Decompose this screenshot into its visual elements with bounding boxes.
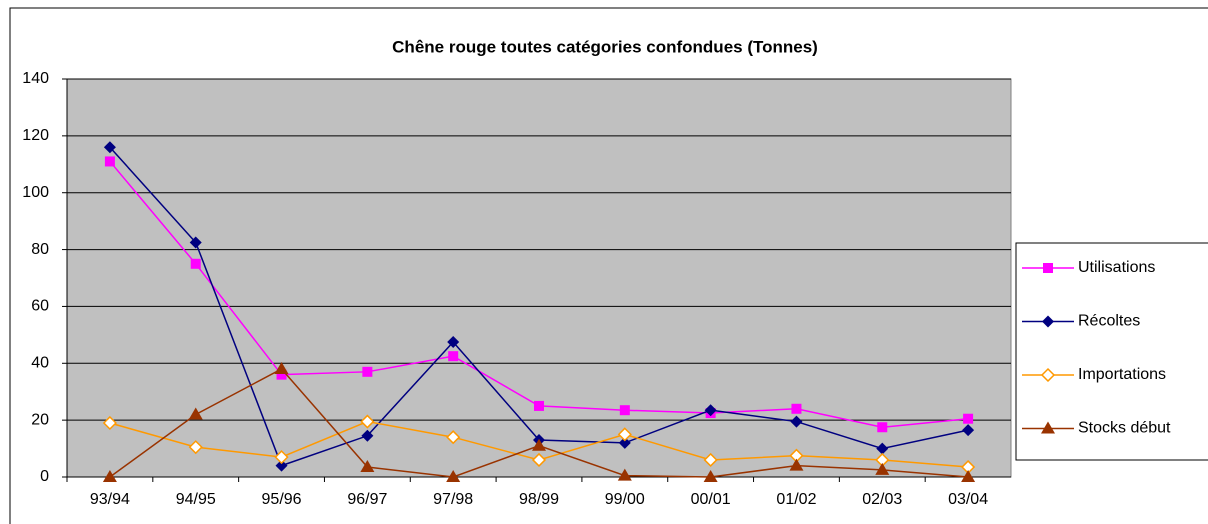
marker	[188, 440, 203, 455]
y-tick-label: 40	[31, 355, 49, 372]
x-tick-label: 99/00	[605, 491, 645, 508]
x-tick-label: 03/04	[948, 491, 988, 508]
marker	[532, 438, 546, 451]
x-tick-label: 98/99	[519, 491, 559, 508]
marker	[104, 156, 115, 167]
y-tick-label: 0	[40, 468, 49, 485]
y-tick-label: 100	[22, 184, 49, 201]
marker	[789, 458, 804, 471]
marker	[276, 369, 287, 380]
marker	[362, 366, 373, 377]
marker	[274, 450, 289, 465]
x-tick-label: 01/02	[776, 491, 816, 508]
marker	[534, 400, 544, 411]
marker	[188, 407, 203, 420]
marker	[360, 460, 375, 473]
x-tick-label: 97/98	[433, 491, 473, 508]
marker	[619, 405, 630, 416]
marker	[963, 413, 974, 424]
marker	[791, 403, 802, 414]
marker	[446, 430, 461, 445]
chart-title: Chêne rouge toutes catégories confondues…	[392, 37, 818, 56]
y-tick-label: 80	[31, 241, 49, 258]
marker	[617, 468, 632, 481]
marker	[877, 422, 888, 433]
x-tick-label: 93/94	[90, 491, 130, 508]
marker	[876, 442, 889, 455]
marker	[1040, 367, 1056, 383]
marker	[1041, 421, 1055, 434]
y-tick-label: 120	[22, 127, 49, 144]
marker	[703, 470, 718, 482]
y-tick-label: 60	[31, 298, 49, 315]
x-tick-label: 94/95	[176, 491, 216, 508]
x-tick-label: 02/03	[862, 491, 902, 508]
y-tick-label: 140	[22, 70, 49, 87]
x-tick-label: 96/97	[347, 491, 387, 508]
legend-label: Importations	[1078, 366, 1166, 383]
marker	[962, 424, 975, 437]
marker	[360, 414, 375, 429]
marker	[790, 415, 803, 428]
marker	[102, 415, 117, 431]
marker	[618, 436, 631, 449]
marker	[617, 427, 632, 442]
marker	[531, 452, 547, 468]
marker	[961, 470, 976, 482]
marker	[446, 470, 461, 482]
marker	[447, 335, 460, 348]
marker	[1042, 315, 1054, 328]
marker	[190, 258, 201, 269]
marker	[361, 429, 374, 442]
legend-label: Utilisations	[1078, 259, 1155, 276]
marker	[704, 404, 717, 417]
marker	[102, 470, 117, 482]
marker	[1043, 263, 1053, 273]
marker	[189, 236, 202, 249]
marker	[103, 141, 116, 154]
marker	[274, 361, 289, 374]
legend-label: Stocks début	[1078, 420, 1171, 437]
y-tick-label: 20	[31, 411, 49, 428]
x-tick-label: 00/01	[691, 491, 731, 508]
marker	[703, 452, 718, 468]
marker	[448, 351, 459, 362]
x-tick-label: 95/96	[262, 491, 302, 508]
marker	[875, 462, 890, 475]
marker	[275, 459, 288, 472]
legend-label: Récoltes	[1078, 313, 1140, 330]
